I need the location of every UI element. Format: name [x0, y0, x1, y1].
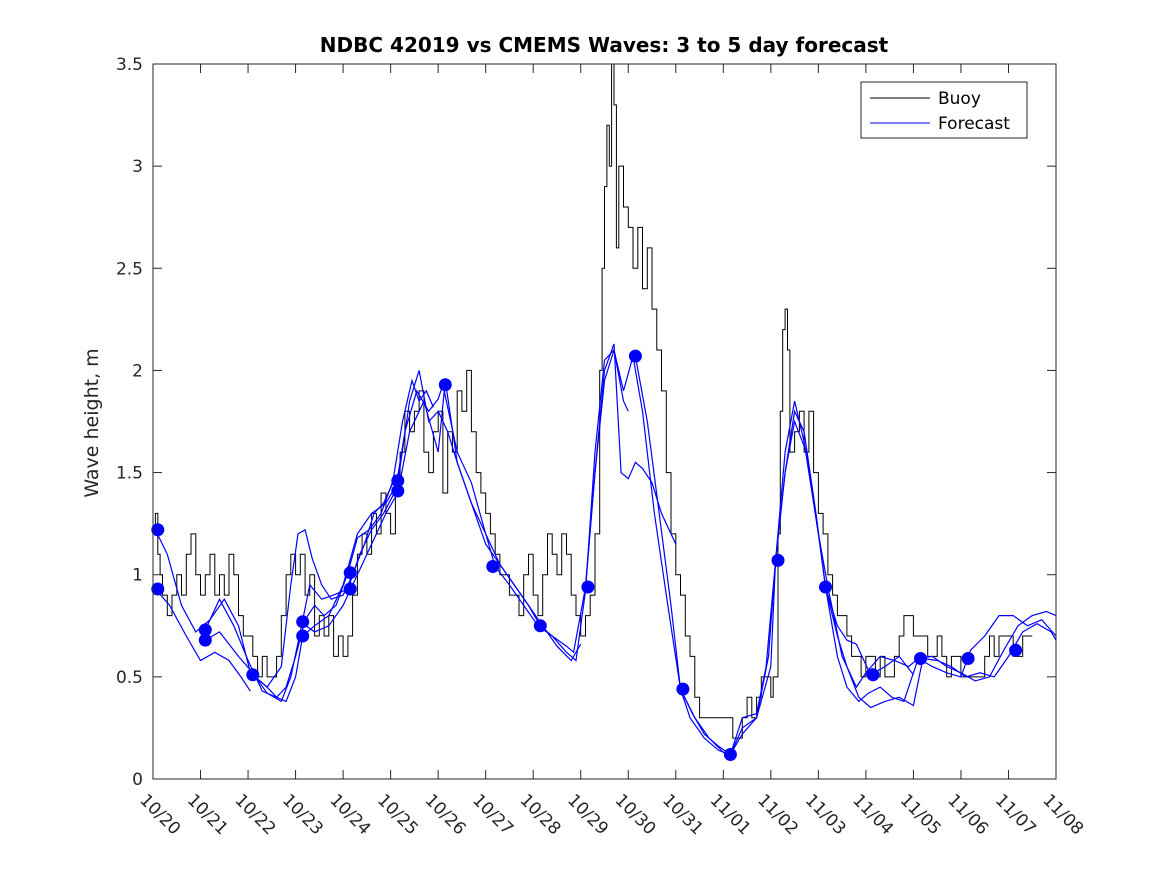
- y-tick-label: 0.5: [116, 668, 143, 688]
- forecast-start-point: [723, 748, 737, 761]
- legend-box: [860, 81, 1028, 139]
- x-tick-label: 10/30: [611, 790, 660, 839]
- x-tick-label: 10/23: [278, 790, 327, 839]
- y-tick-label: 2.5: [116, 259, 143, 279]
- x-tick-label: 10/31: [658, 790, 707, 839]
- forecast-start-point: [151, 523, 165, 537]
- forecast-start-point: [391, 474, 405, 488]
- y-tick-label: 1.5: [116, 464, 143, 484]
- forecast-start-point: [676, 682, 690, 696]
- x-tick-label: 10/24: [326, 790, 375, 839]
- forecast-start-point: [914, 652, 927, 665]
- legend-buoy-label: Buoy: [938, 89, 981, 109]
- forecast-run-line-10: [824, 586, 1057, 709]
- forecast-run-line-6: [442, 343, 677, 654]
- axes-box: [152, 63, 1057, 780]
- forecast-start-point: [771, 553, 785, 567]
- x-tick-label: 10/27: [468, 790, 517, 839]
- forecast-start-point: [296, 629, 310, 643]
- forecast-start-point: [866, 668, 880, 682]
- y-tick-label: 3: [132, 157, 143, 177]
- plot-area: [153, 64, 1056, 779]
- x-tick-label: 11/02: [753, 790, 802, 839]
- forecast-start-point: [1009, 643, 1023, 657]
- x-tick-label: 10/26: [421, 790, 470, 839]
- x-tick-label: 11/01: [706, 790, 755, 839]
- legend: Buoy Forecast: [860, 81, 1028, 139]
- forecast-start-point: [961, 652, 975, 665]
- forecast-run-line-1: [154, 588, 251, 692]
- forecast-start-point: [391, 484, 405, 498]
- x-tick-label: 10/25: [373, 790, 422, 839]
- x-tick-label: 11/03: [801, 790, 850, 839]
- x-tick-label: 11/06: [943, 790, 992, 839]
- forecast-start-point: [198, 633, 212, 647]
- y-axis-label: Wave height, m: [81, 348, 103, 497]
- forecast-start-point: [486, 560, 500, 573]
- legend-forecast-label: Forecast: [938, 114, 1010, 134]
- x-tick-label: 10/22: [231, 790, 280, 839]
- x-tick-label: 10/28: [516, 790, 565, 839]
- y-tick-label: 2: [132, 361, 143, 381]
- chart-title: NDBC 42019 vs CMEMS Waves: 3 to 5 day fo…: [320, 33, 889, 57]
- forecast-start-point: [151, 582, 165, 596]
- x-tick-label: 11/08: [1038, 790, 1087, 839]
- y-tick-label: 3.5: [116, 55, 143, 75]
- forecast-run-line-9: [679, 419, 1057, 756]
- forecast-start-point: [628, 349, 642, 363]
- x-tick-label: 10/21: [183, 790, 232, 839]
- x-tick-label: 11/05: [896, 790, 945, 839]
- x-tick-label: 11/07: [991, 790, 1040, 839]
- x-tick-label: 10/29: [563, 790, 612, 839]
- forecast-start-point: [343, 566, 357, 580]
- forecast-start-point: [438, 378, 452, 392]
- y-tick-label: 1: [132, 566, 143, 586]
- forecast-start-point: [343, 582, 357, 596]
- forecast-start-point: [198, 623, 212, 637]
- forecast-start-point: [581, 580, 595, 594]
- x-tick-label: 10/20: [135, 790, 184, 839]
- forecast-start-point: [819, 580, 832, 594]
- forecast-start-point: [246, 668, 260, 682]
- forecast-start-point: [533, 619, 547, 633]
- forecast-run-line-5: [299, 348, 629, 662]
- forecast-start-point: [296, 615, 310, 629]
- y-tick-label: 0: [132, 770, 143, 790]
- x-tick-label: 11/04: [848, 790, 897, 839]
- plot-background: [153, 64, 1056, 779]
- series-layer: [151, 63, 1057, 761]
